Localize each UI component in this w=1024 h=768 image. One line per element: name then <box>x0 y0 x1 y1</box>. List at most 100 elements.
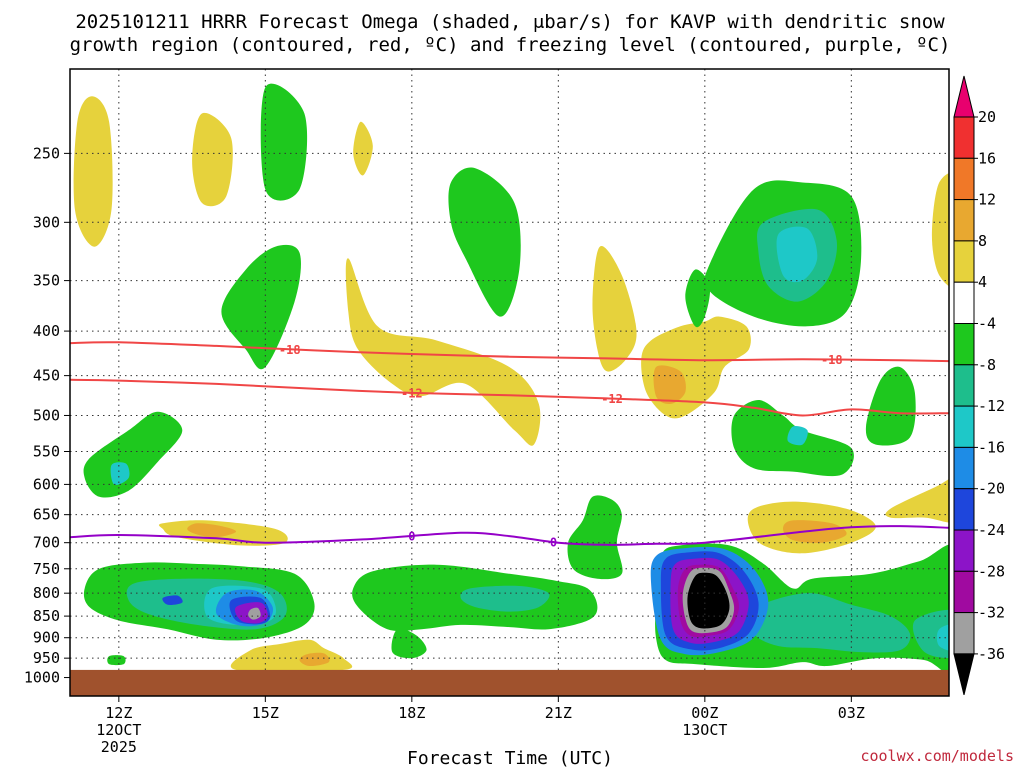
contour-label: 0 <box>550 536 557 550</box>
ground-below-surface <box>70 669 949 696</box>
y-tick-label: 650 <box>33 506 60 524</box>
x-date-label: 13OCT <box>682 721 727 739</box>
omega-region <box>221 244 301 370</box>
x-tick-label: 00Z <box>691 704 718 722</box>
omega-region <box>567 495 623 580</box>
omega-region <box>73 96 113 247</box>
colorbar-label: -8 <box>978 356 996 374</box>
chart-title-line1: 2025101211 HRRR Forecast Omega (shaded, … <box>75 11 945 33</box>
pressure-axis: 250 300 350 400 450 500 550 600 650 700 750 800 850 9… <box>24 144 70 687</box>
y-tick-label: 450 <box>33 367 60 385</box>
y-tick-label: 700 <box>33 534 60 552</box>
colorbar-band <box>953 240 975 283</box>
colorbar-label: -36 <box>978 645 1005 663</box>
contour-line <box>70 378 949 417</box>
plot-frame <box>69 68 950 697</box>
colorbar-label: 8 <box>978 232 987 250</box>
colorbar-band <box>953 612 975 655</box>
colorbar-label: -20 <box>978 480 1005 498</box>
x-tick-label: 18Z <box>398 704 425 722</box>
omega-region <box>353 121 373 176</box>
y-tick-label: 850 <box>33 607 60 625</box>
omega-region <box>260 83 308 201</box>
omega-region <box>592 246 637 372</box>
omega-region <box>685 269 711 328</box>
y-tick-label: 500 <box>33 406 60 424</box>
omega-region <box>783 520 847 543</box>
omega-region <box>345 258 541 446</box>
contour-line <box>70 525 949 546</box>
x-date-label: 2025 <box>101 738 137 756</box>
omega-region <box>391 628 427 659</box>
y-tick-label: 550 <box>33 443 60 461</box>
omega-region <box>787 425 808 446</box>
credit-text: coolwx.com/models <box>860 747 1014 765</box>
colorbar-label: 16 <box>978 149 996 167</box>
omega-region <box>885 478 949 523</box>
omega-region <box>460 585 550 612</box>
y-tick-label: 300 <box>33 213 60 231</box>
colorbar-top-arrow <box>953 75 975 118</box>
contour-line <box>70 341 949 363</box>
omega-region <box>162 595 183 606</box>
y-tick-label: 900 <box>33 629 60 647</box>
contour-label: -18 <box>279 343 301 357</box>
omega-region <box>110 462 130 485</box>
colorbar-label: -16 <box>978 438 1005 456</box>
omega-colorbar: 20 16 12 8 4 -4 -8 -12 -16 -20 -24 -28 -32 -36 <box>953 75 1005 696</box>
x-date-label: 12OCT <box>96 721 141 739</box>
y-tick-label: 350 <box>33 272 60 290</box>
x-axis-label: Forecast Time (UTC) <box>407 748 613 768</box>
colorbar-label: -4 <box>978 315 996 333</box>
colorbar-band <box>953 446 975 490</box>
contour-label: 0 <box>408 530 415 544</box>
omega-region <box>448 167 521 317</box>
y-tick-label: 750 <box>33 560 60 578</box>
x-tick-label: 21Z <box>545 704 572 722</box>
temperature-contours: -18 -18 -12 -12 0 0 <box>70 341 949 550</box>
colorbar-band <box>953 405 975 448</box>
y-tick-label: 1000 <box>24 669 60 687</box>
x-tick-label: 15Z <box>252 704 279 722</box>
y-tick-label: 800 <box>33 584 60 602</box>
colorbar-label: -12 <box>978 397 1005 415</box>
colorbar-band <box>953 116 975 159</box>
omega-region <box>192 112 233 207</box>
omega-region <box>936 624 949 651</box>
colorbar-band <box>953 281 975 325</box>
omega-region <box>776 226 818 283</box>
x-tick-label: 03Z <box>838 704 865 722</box>
omega-region <box>687 572 730 629</box>
colorbar-band <box>953 570 975 614</box>
y-tick-label: 950 <box>33 649 60 667</box>
colorbar-band <box>953 199 975 242</box>
y-tick-label: 600 <box>33 475 60 493</box>
colorbar-label: 4 <box>978 273 987 291</box>
omega-region <box>248 607 261 620</box>
contour-label: -18 <box>821 353 843 367</box>
omega-region <box>865 366 916 446</box>
y-tick-label: 400 <box>33 322 60 340</box>
omega-region <box>653 365 686 405</box>
omega-region <box>187 523 237 538</box>
chart-title-line2: growth region (contoured, red, ºC) and f… <box>70 34 951 56</box>
colorbar-band <box>953 323 975 366</box>
colorbar-band <box>953 488 975 531</box>
contour-label: -12 <box>601 392 623 406</box>
colorbar-band <box>953 529 975 572</box>
colorbar-label: -24 <box>978 521 1005 539</box>
colorbar-label: 12 <box>978 191 996 209</box>
colorbar-band <box>953 157 975 201</box>
x-tick-label: 12Z <box>105 704 132 722</box>
colorbar-band <box>953 364 975 407</box>
colorbar-label: -28 <box>978 562 1005 580</box>
colorbar-label: 20 <box>978 108 996 126</box>
y-tick-label: 250 <box>33 144 60 162</box>
omega-shaded-regions <box>73 83 949 676</box>
colorbar-bottom-arrow <box>953 653 975 696</box>
omega-region <box>931 173 949 287</box>
omega-region <box>107 655 126 666</box>
contour-label: -12 <box>401 386 423 400</box>
